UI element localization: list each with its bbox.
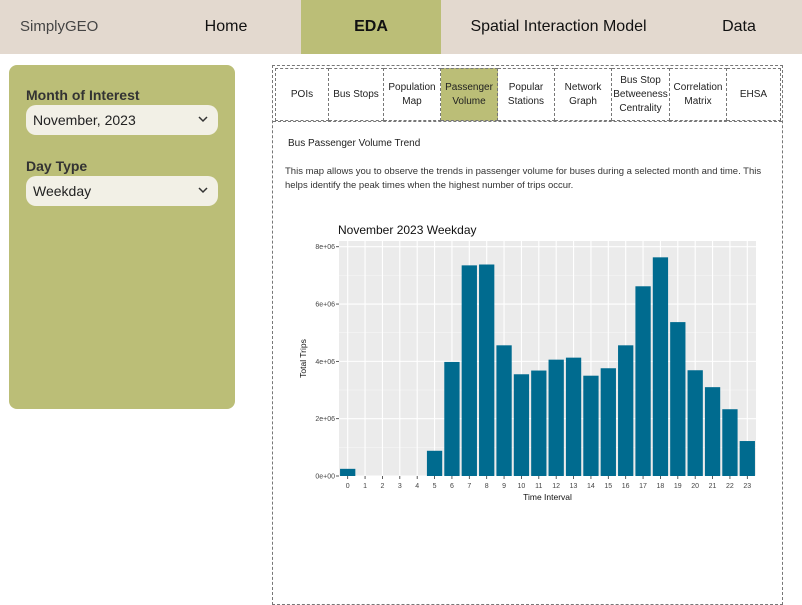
chart-x-tick-label: 13	[570, 483, 578, 490]
chart-bar	[565, 357, 582, 476]
chart-x-tick-label: 11	[535, 483, 542, 490]
chart-x-tick-label: 16	[622, 483, 630, 490]
chart-x-tick-label: 3	[398, 483, 402, 490]
chart-bar	[583, 375, 599, 476]
month-select[interactable]: November, 2023	[26, 105, 218, 135]
chart-bar	[340, 468, 356, 476]
chevron-down-icon	[198, 187, 208, 194]
brand-logo[interactable]: SimplyGEO	[20, 18, 99, 35]
chart-x-tick-label: 15	[604, 483, 612, 490]
tab-bus-stop-betweeness-centrality[interactable]: Bus Stop Betweeness Centrality	[612, 68, 670, 121]
section-description: This map allows you to observe the trend…	[285, 166, 762, 191]
chart-bar	[704, 387, 721, 476]
chart-x-tick-label: 20	[691, 483, 699, 490]
chart-x-tick-label: 21	[709, 483, 717, 490]
chart-y-tick-label: 8e+06	[315, 244, 335, 251]
chart-x-tick-label: 17	[639, 483, 647, 490]
chart-bars	[340, 257, 755, 476]
eda-tabs: POIs Bus Stops Population Map Passenger …	[275, 68, 781, 121]
chart-y-axis-label: Total Trips	[298, 339, 308, 378]
tab-pois[interactable]: POIs	[275, 68, 329, 121]
chart-bar	[618, 345, 634, 476]
nav-eda[interactable]: EDA	[301, 0, 441, 54]
month-of-interest-label: Month of Interest	[26, 87, 140, 103]
month-select-value: November, 2023	[33, 112, 136, 128]
chart-y-axis: 0e+00 2e+06 4e+06 6e+06 8e+06	[315, 244, 339, 481]
chart-y-tick-label: 2e+06	[315, 416, 335, 423]
chart-x-tick-label: 19	[674, 483, 682, 490]
chart-title: November 2023 Weekday	[338, 223, 477, 237]
chart-x-tick-label: 9	[502, 483, 506, 490]
tab-population-map[interactable]: Population Map	[384, 68, 441, 121]
chart-x-axis-label: Time Interval	[523, 492, 572, 502]
chart-bar	[513, 374, 530, 476]
tab-divider	[273, 121, 782, 122]
chart-plot-panel	[339, 241, 756, 476]
day-type-label: Day Type	[26, 158, 88, 174]
chart-x-tick-label: 2	[380, 483, 384, 490]
chart-bar	[531, 370, 547, 476]
tab-correlation-matrix[interactable]: Correlation Matrix	[670, 68, 727, 121]
tab-bus-stops[interactable]: Bus Stops	[329, 68, 384, 121]
chart-bar	[600, 368, 616, 476]
chart-x-tick-label: 7	[467, 483, 471, 490]
chart-bar	[496, 345, 512, 476]
nav-data[interactable]: Data	[722, 18, 756, 35]
nav-spatial-interaction-model[interactable]: Spatial Interaction Model	[470, 18, 647, 35]
chevron-down-icon	[198, 116, 208, 123]
section-title: Bus Passenger Volume Trend	[288, 138, 421, 149]
tab-ehsa[interactable]: EHSA	[727, 68, 781, 121]
chart-x-tick-label: 5	[433, 483, 437, 490]
sidebar-panel: Month of Interest November, 2023 Day Typ…	[9, 65, 235, 409]
chart-bar	[479, 264, 495, 476]
chart-x-tick-label: 12	[552, 483, 560, 490]
chart-minor-gridlines	[339, 275, 756, 448]
tab-network-graph[interactable]: Network Graph	[555, 68, 612, 121]
chart-bar	[652, 257, 669, 476]
chart-y-tick-label: 6e+06	[315, 302, 335, 309]
tab-popular-stations[interactable]: Popular Stations	[498, 68, 555, 121]
chart-y-tick-label: 4e+06	[315, 359, 335, 366]
chart-x-tick-label: 0	[346, 483, 350, 490]
chart-x-tick-label: 22	[726, 483, 734, 490]
chart-bar	[461, 265, 477, 476]
chart-bar	[635, 286, 651, 476]
chart-bar	[670, 322, 686, 476]
chart-x-tick-label: 1	[363, 483, 367, 490]
chart-bar	[739, 441, 755, 476]
chart-bar	[444, 361, 460, 476]
chart-x-tick-label: 8	[485, 483, 489, 490]
chart-bar	[426, 450, 443, 476]
chart-x-tick-label: 23	[743, 483, 751, 490]
chart-x-tick-label: 14	[587, 483, 595, 490]
chart-y-tick-label: 0e+00	[315, 474, 335, 481]
chart-x-tick-label: 6	[450, 483, 454, 490]
tab-passenger-volume[interactable]: Passenger Volume	[441, 68, 498, 121]
top-navbar: SimplyGEO Home EDA Spatial Interaction M…	[0, 0, 802, 54]
main-panel: POIs Bus Stops Population Map Passenger …	[272, 65, 783, 605]
chart-x-tick-label: 10	[518, 483, 526, 490]
passenger-volume-chart: November 2023 Weekday 0e+00 2e+06 4e+06 6e+…	[298, 223, 756, 502]
chart-x-tick-label: 4	[415, 483, 419, 490]
chart-x-tick-label: 18	[657, 483, 665, 490]
chart-bar	[548, 359, 564, 476]
chart-bar	[722, 409, 738, 476]
day-type-select[interactable]: Weekday	[26, 176, 218, 206]
day-type-select-value: Weekday	[33, 183, 92, 199]
chart-bar	[687, 370, 703, 476]
nav-home[interactable]: Home	[204, 18, 248, 35]
chart-x-axis: 0 1 2 3 4 5 6 7 8 9 10 11 12 13 14 15 16 17 18 19 20 21 22 23	[346, 476, 751, 490]
